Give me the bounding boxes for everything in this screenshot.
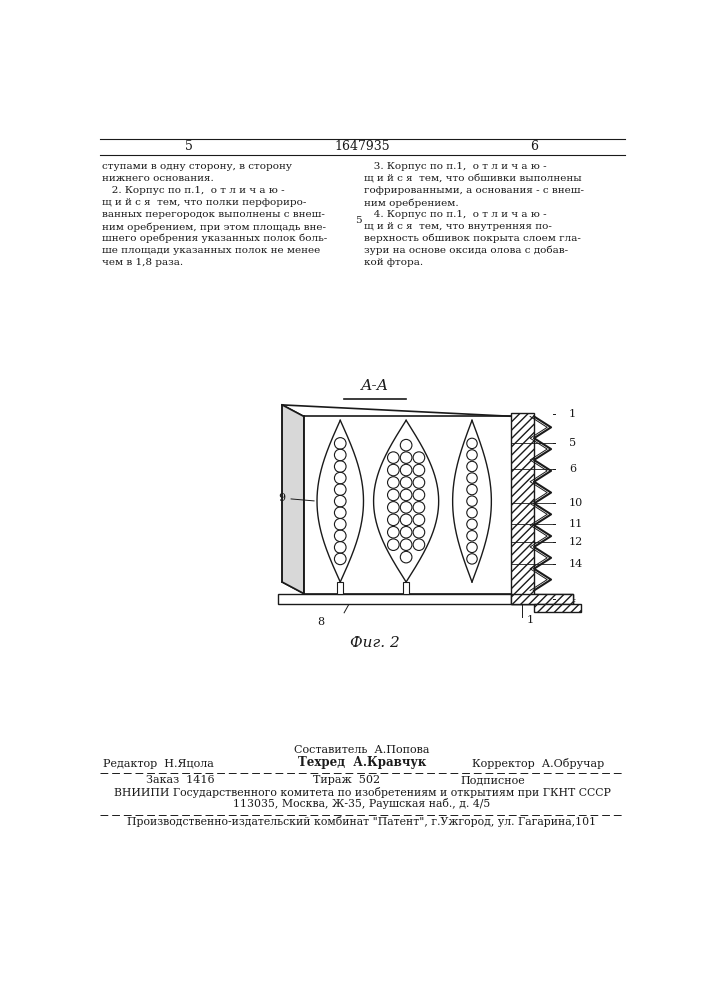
- Text: верхность обшивок покрыта слоем гла-: верхность обшивок покрыта слоем гла-: [363, 234, 580, 243]
- Text: 113035, Москва, Ж-35, Раушская наб., д. 4/5: 113035, Москва, Ж-35, Раушская наб., д. …: [233, 798, 491, 809]
- Text: 6: 6: [569, 464, 576, 474]
- Text: Корректор  А.Обручар: Корректор А.Обручар: [472, 758, 604, 769]
- Text: ше площади указанных полок не менее: ше площади указанных полок не менее: [103, 246, 320, 255]
- Text: Редактор  Н.Яцола: Редактор Н.Яцола: [103, 759, 214, 769]
- Text: ступами в одну сторону, в сторону: ступами в одну сторону, в сторону: [103, 162, 292, 171]
- Text: Заказ  1416: Заказ 1416: [146, 775, 215, 785]
- Text: Тираж  502: Тираж 502: [313, 775, 380, 785]
- Text: зури на основе оксида олова с добав-: зури на основе оксида олова с добав-: [363, 246, 568, 255]
- Text: Фиг. 2: Фиг. 2: [350, 636, 400, 650]
- Text: кой фтора.: кой фтора.: [363, 258, 423, 267]
- Text: ним оребрением, при этом площадь вне-: ним оребрением, при этом площадь вне-: [103, 222, 327, 232]
- Text: шнего оребрения указанных полок боль-: шнего оребрения указанных полок боль-: [103, 234, 327, 243]
- Text: ВНИИПИ Государственного комитета по изобретениям и открытиям при ГКНТ СССР: ВНИИПИ Государственного комитета по изоб…: [114, 787, 610, 798]
- Text: Составитель  А.Попова: Составитель А.Попова: [294, 745, 430, 755]
- Text: чем в 1,8 раза.: чем в 1,8 раза.: [103, 258, 183, 267]
- Text: щ и й с я  тем, что внутренняя по-: щ и й с я тем, что внутренняя по-: [363, 222, 551, 231]
- Bar: [337, 582, 344, 594]
- Text: 9: 9: [279, 493, 314, 503]
- Text: 5: 5: [355, 216, 361, 225]
- Text: щ и й с я  тем, что полки перфориро-: щ и й с я тем, что полки перфориро-: [103, 198, 307, 207]
- Bar: [510, 594, 573, 604]
- Text: 6: 6: [530, 140, 538, 153]
- Text: 5: 5: [569, 438, 576, 448]
- Text: 1647935: 1647935: [334, 140, 390, 153]
- Polygon shape: [282, 405, 304, 594]
- Text: нижнего основания.: нижнего основания.: [103, 174, 214, 183]
- Text: Техред  А.Кравчук: Техред А.Кравчук: [298, 756, 426, 769]
- Text: 4. Корпус по п.1,  о т л и ч а ю -: 4. Корпус по п.1, о т л и ч а ю -: [363, 210, 546, 219]
- Text: Производственно-издательский комбинат "Патент", г.Ужгород, ул. Гагарина,101: Производственно-издательский комбинат "П…: [127, 816, 597, 827]
- Bar: [403, 582, 409, 594]
- Bar: [279, 594, 573, 604]
- Text: Подписное: Подписное: [460, 775, 525, 785]
- Text: 5: 5: [185, 140, 193, 153]
- Text: 8: 8: [317, 617, 325, 627]
- Text: А-А: А-А: [361, 379, 389, 393]
- Text: 10: 10: [569, 498, 583, 508]
- Text: щ и й с я  тем, что обшивки выполнены: щ и й с я тем, что обшивки выполнены: [363, 174, 581, 183]
- Text: 14: 14: [569, 559, 583, 569]
- Text: 2. Корпус по п.1,  о т л и ч а ю -: 2. Корпус по п.1, о т л и ч а ю -: [103, 186, 285, 195]
- Bar: [534, 604, 580, 612]
- Text: 12: 12: [569, 537, 583, 547]
- Bar: [510, 413, 534, 604]
- Text: 11: 11: [569, 519, 583, 529]
- Text: ванных перегородок выполнены с внеш-: ванных перегородок выполнены с внеш-: [103, 210, 325, 219]
- Text: 3. Корпус по п.1,  о т л и ч а ю -: 3. Корпус по п.1, о т л и ч а ю -: [363, 162, 546, 171]
- Text: гофрированными, а основания - с внеш-: гофрированными, а основания - с внеш-: [363, 186, 583, 195]
- Text: 1: 1: [569, 409, 576, 419]
- Text: ним оребрением.: ним оребрением.: [363, 198, 458, 208]
- Text: 4: 4: [569, 594, 576, 604]
- Text: 1: 1: [526, 615, 533, 625]
